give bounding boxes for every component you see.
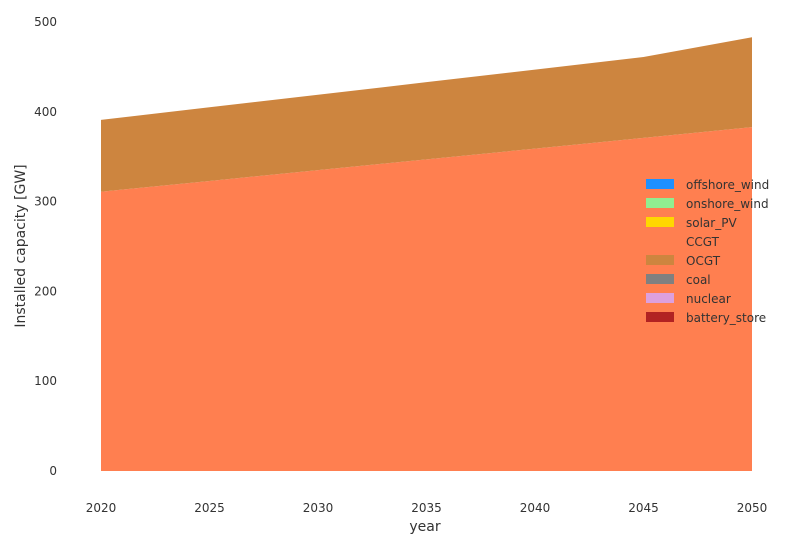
y-tick-label: 100 (34, 374, 57, 388)
y-tick-label: 400 (34, 105, 57, 119)
x-tick-label: 2050 (737, 501, 768, 515)
legend: offshore_wind onshore_wind solar_PV CCGT OCG… (646, 178, 769, 325)
series-areas (101, 37, 752, 471)
legend-label-battery-store: battery_store (686, 311, 766, 325)
legend-label-offshore-wind: offshore_wind (686, 178, 769, 192)
x-tick-label: 2045 (628, 501, 659, 515)
x-tick-label: 2020 (86, 501, 117, 515)
legend-swatch-onshore-wind (646, 198, 674, 208)
area-OCGT (101, 37, 752, 192)
legend-label-onshore-wind: onshore_wind (686, 197, 769, 211)
legend-label-OCGT: OCGT (686, 254, 721, 268)
x-tick-label: 2030 (303, 501, 334, 515)
legend-swatch-coal (646, 274, 674, 284)
area-CCGT (101, 127, 752, 471)
legend-swatch-solar-PV (646, 217, 674, 227)
legend-label-solar-PV: solar_PV (686, 216, 737, 230)
y-axis-label: Installed capacity [GW] (13, 164, 29, 327)
x-axis-label: year (409, 519, 440, 535)
x-tick-label: 2035 (411, 501, 442, 515)
legend-label-coal: coal (686, 273, 711, 287)
y-tick-label: 500 (34, 15, 57, 29)
legend-swatch-nuclear (646, 293, 674, 303)
y-tick-label: 200 (34, 284, 57, 298)
x-tick-label: 2040 (520, 501, 551, 515)
x-axis-ticks: 2020 2025 2030 2035 2040 2045 2050 (86, 501, 768, 515)
legend-swatch-OCGT (646, 255, 674, 265)
x-tick-label: 2025 (194, 501, 225, 515)
legend-label-CCGT: CCGT (686, 235, 720, 249)
legend-label-nuclear: nuclear (686, 292, 731, 306)
y-axis-ticks: 0 100 200 300 400 500 (34, 15, 57, 478)
y-tick-label: 300 (34, 195, 57, 209)
y-tick-label: 0 (49, 464, 57, 478)
legend-swatch-battery-store (646, 312, 674, 322)
legend-swatch-offshore-wind (646, 179, 674, 189)
